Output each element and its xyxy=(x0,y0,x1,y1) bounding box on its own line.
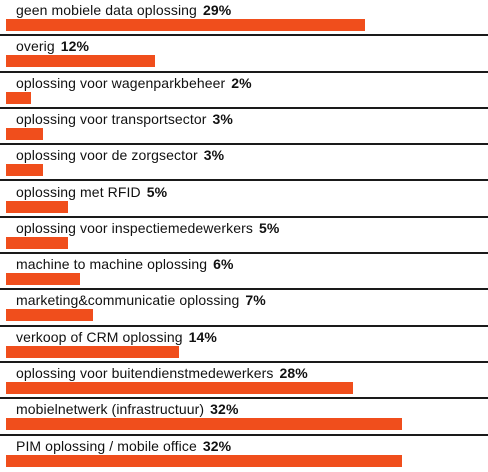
row-divider xyxy=(0,70,488,73)
bar xyxy=(6,236,68,249)
category-text: overig xyxy=(16,38,55,55)
bar xyxy=(6,345,180,358)
bar-row: oplossing voor de zorgsector 3% xyxy=(0,145,488,182)
bar-row: geen mobiele data oplossing 29% xyxy=(0,0,488,37)
category-label: oplossing voor transportsector 3% xyxy=(16,111,233,127)
row-divider xyxy=(0,215,488,218)
category-label: oplossing voor de zorgsector 3% xyxy=(16,147,224,163)
category-text: oplossing voor inspectiemedewerkers xyxy=(16,219,253,236)
bar xyxy=(6,91,31,104)
row-divider xyxy=(0,34,488,37)
category-text: geen mobiele data oplossing xyxy=(16,2,197,18)
row-divider xyxy=(0,179,488,182)
bar xyxy=(6,309,93,322)
row-divider xyxy=(0,143,488,146)
category-text: oplossing voor buitendienstmedewerkers xyxy=(16,365,274,381)
category-text: oplossing voor transportsector xyxy=(16,110,207,127)
bar-row: oplossing voor buitendienstmedewerkers 28… xyxy=(0,363,488,400)
bar xyxy=(6,127,44,140)
data-label: 32% xyxy=(202,437,232,454)
data-label: 5% xyxy=(146,183,168,200)
row-divider xyxy=(0,324,488,327)
bar xyxy=(6,164,44,177)
category-text: oplossing met RFID xyxy=(16,183,141,200)
row-divider xyxy=(0,106,488,109)
bar-row: machine to machine oplossing 6% xyxy=(0,254,488,291)
data-label: 3% xyxy=(212,110,233,127)
data-label: 2% xyxy=(231,74,252,91)
bar-row: oplossing met RFID 5% xyxy=(0,182,488,218)
bar-row: oplossing voor transportsector 3% xyxy=(0,109,488,146)
data-label: 7% xyxy=(245,292,266,309)
category-text: PIM oplossing / mobile office xyxy=(16,437,197,454)
category-label: geen mobiele data oplossing 29% xyxy=(16,2,231,18)
bar xyxy=(6,382,353,394)
bar xyxy=(6,273,81,286)
category-label: PIM oplossing / mobile office 32% xyxy=(16,438,231,454)
category-label: verkoop of CRM oplossing 14% xyxy=(16,329,217,345)
data-label: 14% xyxy=(188,328,217,345)
data-label: 3% xyxy=(203,147,225,164)
category-label: oplossing voor wagenparkbeheer 2% xyxy=(16,75,252,91)
row-divider xyxy=(0,433,488,436)
category-label: mobielnetwerk (infrastructuur) 32% xyxy=(16,401,239,417)
bar-row: oplossing voor inspectiemedewerkers 5% xyxy=(0,218,488,255)
category-text: oplossing voor de zorgsector xyxy=(16,147,198,164)
category-text: machine to machine oplossing xyxy=(16,256,208,273)
bar xyxy=(6,454,402,467)
data-label: 32% xyxy=(210,401,239,418)
category-text: mobielnetwerk (infrastructuur) xyxy=(16,401,205,418)
bar-row: verkoop of CRM oplossing 14% xyxy=(0,327,488,363)
category-text: oplossing voor wagenparkbeheer xyxy=(16,74,226,91)
bar xyxy=(6,55,155,68)
data-label: 12% xyxy=(60,38,90,55)
bar-row: marketing&communicatie oplossing 7% xyxy=(0,290,488,327)
bar-row: mobielnetwerk (infrastructuur) 32% xyxy=(0,399,488,436)
bar xyxy=(6,19,365,31)
category-text: verkoop of CRM oplossing xyxy=(16,328,183,345)
category-label: oplossing voor buitendienstmedewerkers 28… xyxy=(16,365,308,381)
bar-row: overig 12% xyxy=(0,36,488,73)
row-divider xyxy=(0,397,488,400)
category-label: oplossing voor inspectiemedewerkers 5% xyxy=(16,220,279,236)
data-label: 29% xyxy=(202,2,232,18)
bar-row: PIM oplossing / mobile office 32% xyxy=(0,436,488,472)
category-label: machine to machine oplossing 6% xyxy=(16,256,234,272)
row-divider xyxy=(0,288,488,291)
bar xyxy=(6,200,68,213)
data-label: 5% xyxy=(258,219,280,236)
category-label: marketing&communicatie oplossing 7% xyxy=(16,292,266,308)
category-text: marketing&communicatie oplossing xyxy=(16,292,240,309)
data-label: 28% xyxy=(279,365,308,381)
bar-row: oplossing voor wagenparkbeheer 2% xyxy=(0,73,488,109)
bar xyxy=(6,418,402,431)
row-divider xyxy=(0,252,488,255)
data-label: 6% xyxy=(213,256,234,273)
category-label: overig 12% xyxy=(16,38,89,54)
category-label: oplossing met RFID 5% xyxy=(16,184,167,200)
row-divider xyxy=(0,360,488,363)
